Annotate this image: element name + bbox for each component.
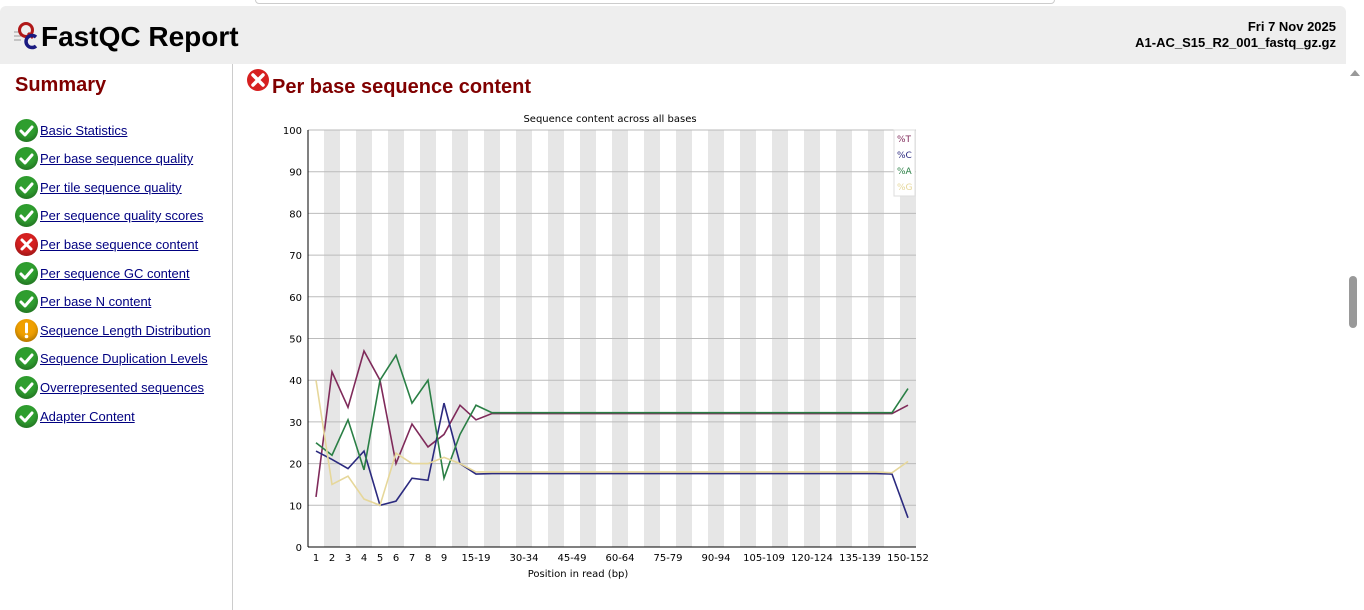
y-tick-label: 50 <box>289 335 302 346</box>
x-tick-label: 150-152 <box>887 553 929 564</box>
x-tick-label: 75-79 <box>653 553 682 564</box>
x-tick-label: 135-139 <box>839 553 881 564</box>
series-line-a <box>315 353 909 482</box>
scroll-up-arrow-icon[interactable] <box>1350 70 1360 76</box>
x-tick-label: 15-19 <box>461 553 490 564</box>
summary-link[interactable]: Per tile sequence quality <box>40 179 182 195</box>
x-axis-label: Position in read (bp) <box>528 569 629 580</box>
summary-link[interactable]: Per sequence GC content <box>40 265 190 281</box>
summary-link[interactable]: Overrepresented sequences <box>40 379 205 395</box>
report-filename: A1-AC_S15_R2_001_fastq_gz.gz <box>1135 35 1336 50</box>
series-line-g <box>315 380 909 507</box>
x-tick-label: 8 <box>425 553 431 564</box>
y-tick-label: 70 <box>289 251 302 262</box>
y-tick-label: 100 <box>283 126 302 137</box>
y-tick-label: 80 <box>289 209 302 220</box>
pass-check-icon <box>15 347 38 371</box>
fail-x-icon <box>15 232 38 256</box>
y-tick-label: 90 <box>289 168 302 179</box>
address-bar[interactable] <box>255 0 1055 4</box>
report-date: Fri 7 Nov 2025 <box>1247 19 1336 34</box>
x-tick-label: 90-94 <box>701 553 730 564</box>
y-tick-label: 30 <box>289 418 302 429</box>
summary-item[interactable]: Per base N content <box>15 289 151 315</box>
legend-entry: %A <box>897 167 913 177</box>
summary-link[interactable]: Per base N content <box>40 294 152 310</box>
summary-link[interactable]: Sequence Duplication Levels <box>40 351 208 367</box>
summary-item[interactable]: Sequence Duplication Levels <box>15 346 208 372</box>
pass-check-icon <box>15 290 38 314</box>
section-title: Per base sequence content <box>272 76 531 98</box>
summary-link[interactable]: Sequence Length Distribution <box>40 322 211 338</box>
x-tick-label: 2 <box>329 553 335 564</box>
summary-sidebar: Summary Basic Statistics Per base sequenc… <box>0 64 233 610</box>
browser-top-strip <box>0 0 1364 6</box>
pass-check-icon <box>15 404 38 428</box>
x-tick-label: 105-109 <box>743 553 785 564</box>
x-tick-label: 1 <box>313 553 319 564</box>
warning-icon <box>15 318 38 342</box>
pass-check-icon <box>15 375 38 399</box>
pass-check-icon <box>15 118 38 142</box>
y-tick-label: 0 <box>296 543 302 554</box>
report-meta: Fri 7 Nov 2025 A1-AC_S15_R2_001_fastq_gz… <box>1135 19 1336 51</box>
pass-check-icon <box>15 204 38 228</box>
summary-item[interactable]: Per tile sequence quality <box>15 174 182 200</box>
scrollbar[interactable] <box>1346 64 1364 610</box>
fastqc-logo-icon <box>14 22 38 50</box>
y-tick-label: 40 <box>289 376 302 387</box>
x-tick-label: 5 <box>377 553 383 564</box>
summary-title: Summary <box>15 74 107 96</box>
summary-item[interactable]: Per sequence quality scores <box>15 203 203 229</box>
summary-link[interactable]: Per base sequence quality <box>40 151 194 167</box>
x-tick-label: 60-64 <box>605 553 634 564</box>
x-tick-label: 4 <box>361 553 367 564</box>
summary-item[interactable]: Per base sequence content <box>15 231 198 257</box>
summary-item[interactable]: Per base sequence quality <box>15 146 193 172</box>
legend-entry: %T <box>897 135 912 145</box>
report-title: FastQC Report <box>41 21 239 52</box>
report-header: FastQC Report Fri 7 Nov 2025 A1-AC_S15_R… <box>0 6 1346 64</box>
x-tick-label: 30-34 <box>509 553 538 564</box>
y-tick-label: 60 <box>289 293 302 304</box>
x-tick-label: 6 <box>393 553 399 564</box>
x-tick-label: 45-49 <box>557 553 586 564</box>
x-tick-label: 3 <box>345 553 351 564</box>
summary-link[interactable]: Per sequence quality scores <box>40 208 204 224</box>
y-tick-label: 10 <box>289 501 302 512</box>
scrollbar-thumb[interactable] <box>1349 276 1357 328</box>
legend-entry: %G <box>897 183 913 193</box>
pass-check-icon <box>15 261 38 285</box>
summary-link[interactable]: Basic Statistics <box>40 122 128 138</box>
sequence-content-chart: Sequence content across all bases 0 10 20 30… <box>283 114 929 580</box>
x-tick-label: 9 <box>441 553 447 564</box>
summary-link[interactable]: Per base sequence content <box>40 236 199 252</box>
pass-check-icon <box>15 175 38 199</box>
fail-icon <box>247 69 269 91</box>
series-line-t <box>315 348 909 498</box>
y-tick-label: 20 <box>289 460 302 471</box>
chart-title: Sequence content across all bases <box>523 114 696 125</box>
summary-item[interactable]: Adapter Content <box>15 403 135 429</box>
summary-item[interactable]: Sequence Length Distribution <box>15 317 211 343</box>
summary-item[interactable]: Basic Statistics <box>15 117 127 143</box>
x-tick-label: 120-124 <box>791 553 833 564</box>
legend-entry: %C <box>897 151 912 161</box>
series-line-c <box>315 402 909 519</box>
summary-item[interactable]: Per sequence GC content <box>15 260 190 286</box>
summary-item[interactable]: Overrepresented sequences <box>15 374 204 400</box>
x-tick-label: 7 <box>409 553 415 564</box>
summary-link[interactable]: Adapter Content <box>40 408 135 424</box>
legend-box <box>893 129 916 197</box>
pass-check-icon <box>15 147 38 171</box>
